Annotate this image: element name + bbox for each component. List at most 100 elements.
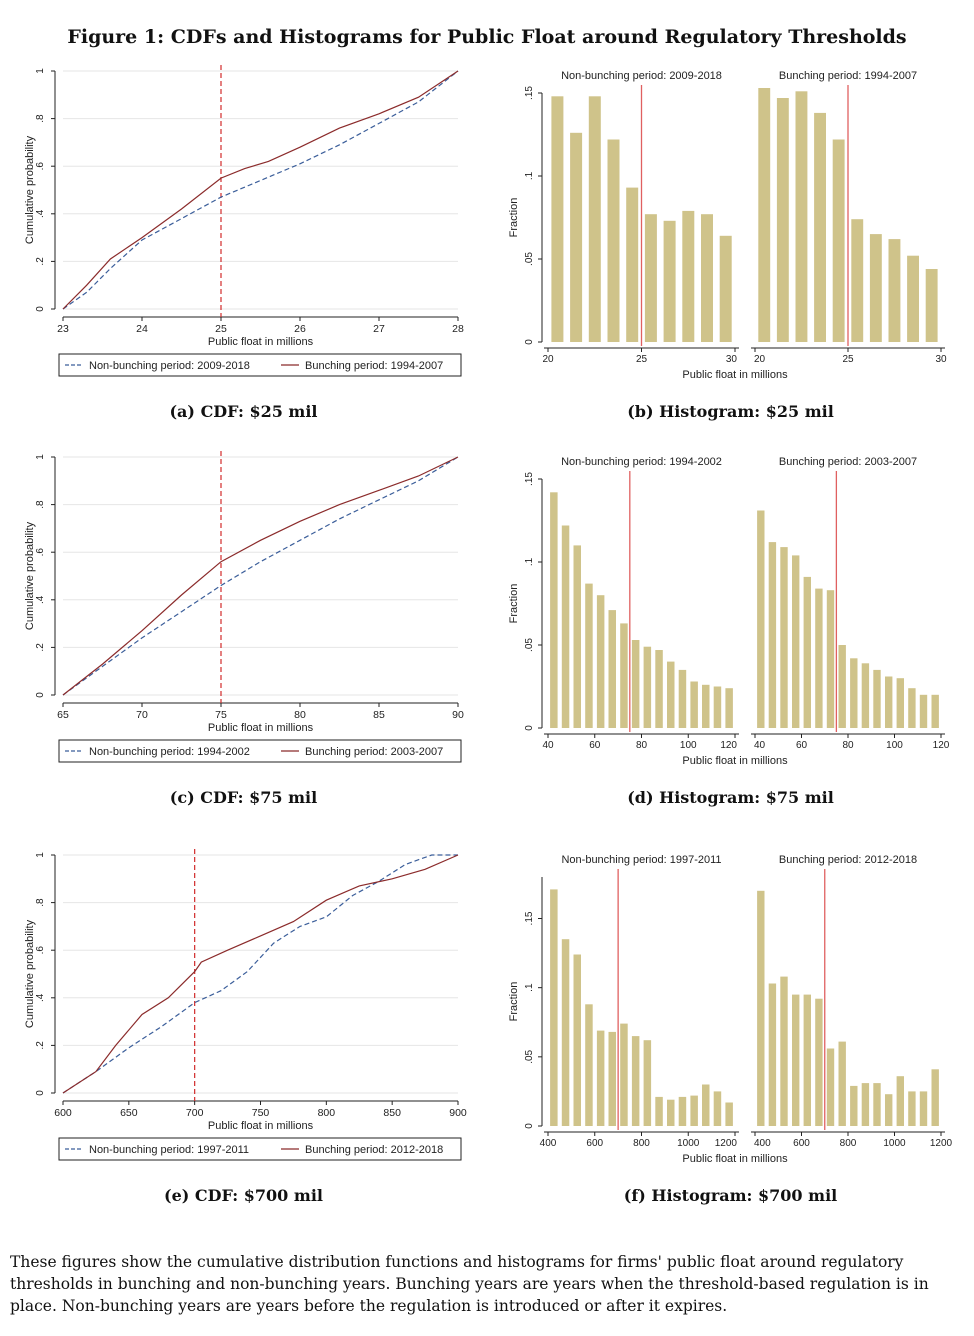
- histogram-bar: [885, 1094, 893, 1126]
- legend-label: Bunching period: 1994-2007: [305, 360, 443, 372]
- histogram-bar: [851, 219, 864, 342]
- histogram-bar: [573, 545, 581, 728]
- legend: Non-bunching period: 2009-2018 Bunching p…: [58, 353, 462, 377]
- x-tick-label: 1200: [930, 1138, 953, 1149]
- histogram-bar: [631, 1036, 640, 1126]
- y-tick-label: .2: [35, 643, 46, 652]
- histogram-bar: [795, 91, 808, 342]
- histogram-bar: [643, 646, 652, 728]
- legend-box: [58, 353, 462, 377]
- x-axis-label: Public float in millions: [682, 755, 788, 767]
- x-tick-label: 850: [383, 1107, 401, 1119]
- y-tick-label: .2: [35, 1041, 46, 1050]
- histogram-bar: [701, 214, 713, 342]
- histogram-bar: [919, 694, 928, 728]
- y-tick-label: 1: [35, 454, 46, 460]
- histogram-panel-nonbunching: Non-bunching period: 1997-2011 400 600 800 1…: [540, 854, 739, 1149]
- x-tick-label: 400: [540, 1138, 557, 1149]
- histogram-bar: [713, 686, 722, 728]
- histogram-bar: [585, 1004, 593, 1126]
- caption-b: (b) Histogram: $25 mil: [627, 402, 834, 421]
- histogram-bar: [561, 525, 570, 728]
- x-tick-label: 90: [452, 709, 464, 721]
- y-tick-label: .4: [35, 209, 46, 218]
- figure-note: These figures show the cumulative distri…: [10, 1253, 929, 1315]
- histogram-bar: [869, 234, 882, 342]
- y-axis-label: Cumulative probability: [24, 521, 36, 630]
- histogram-bar: [588, 96, 601, 342]
- y-tick-label: 1: [35, 852, 46, 858]
- histogram-bar: [678, 1096, 687, 1126]
- cdf-chart-25: 0 .2 .4 .6 .8 1 23 24 25 26 27 28 Public float in mi…: [24, 65, 464, 377]
- histogram-bar: [931, 1069, 939, 1126]
- x-tick-label: 600: [793, 1138, 810, 1149]
- cdf-chart-700: 0 .2 .4 .6 .8 1 600 650 700 750 800 850 900 Public fl…: [24, 849, 467, 1161]
- x-tick-label: 20: [542, 354, 554, 365]
- histogram-bar: [826, 1048, 835, 1126]
- x-tick-label: 26: [294, 323, 306, 335]
- x-tick-label: 120: [933, 740, 950, 751]
- histogram-bar: [908, 1091, 916, 1126]
- histogram-panel-bunching: Bunching period: 2012-2018 400 600 800 1000 1…: [751, 854, 953, 1149]
- caption-f: (f) Histogram: $700 mil: [623, 1186, 838, 1205]
- y-tick-label: .8: [35, 114, 46, 123]
- x-tick-label: 28: [452, 323, 464, 335]
- histogram-panel-bunching: Bunching period: 2003-2007 40 60 80 100 120: [751, 456, 950, 751]
- histogram-bar: [607, 139, 620, 342]
- histogram-bar: [838, 1041, 846, 1126]
- histogram-bar: [792, 994, 800, 1126]
- y-tick-label: .4: [35, 993, 46, 1002]
- histogram-bar: [655, 650, 663, 728]
- x-tick-label: 40: [542, 740, 554, 751]
- histogram-bar: [873, 669, 881, 728]
- x-tick-label: 1000: [677, 1138, 700, 1149]
- histogram-bar: [596, 595, 605, 728]
- y-tick-label: .6: [35, 946, 46, 955]
- y-tick-label: 0: [524, 339, 535, 345]
- y-tick-label: .15: [524, 472, 535, 486]
- histogram-bar: [896, 1076, 904, 1126]
- histogram-bar: [725, 688, 733, 728]
- legend-box: [58, 1137, 462, 1161]
- x-tick-label: 1200: [715, 1138, 738, 1149]
- y-tick-label: 0: [35, 306, 46, 312]
- histogram-bar: [551, 96, 564, 342]
- histogram-bar: [888, 239, 901, 342]
- histogram-bar: [573, 954, 581, 1126]
- histogram-bar: [919, 1091, 928, 1126]
- x-tick-label: 400: [754, 1138, 771, 1149]
- histogram-bar: [896, 678, 904, 728]
- histogram-bar: [596, 1030, 605, 1126]
- panel-title: Bunching period: 2012-2018: [779, 854, 917, 866]
- x-tick-label: 23: [57, 323, 69, 335]
- x-tick-label: 85: [373, 709, 385, 721]
- histogram-bar: [861, 1083, 870, 1126]
- y-axis-label: Fraction: [508, 584, 520, 624]
- histogram-bar: [815, 588, 823, 728]
- panel-title: Non-bunching period: 1997-2011: [561, 854, 721, 866]
- histogram-bar: [561, 939, 570, 1126]
- x-tick-label: 25: [842, 354, 854, 365]
- histogram-bar: [815, 998, 823, 1126]
- cdf-line-bunching: [62, 854, 459, 1094]
- x-axis-label: Public float in millions: [208, 1120, 314, 1132]
- y-axis-label: Cumulative probability: [24, 135, 36, 244]
- histogram-bar: [678, 669, 687, 728]
- legend: Non-bunching period: 1994-2002 Bunching p…: [58, 739, 462, 763]
- x-tick-label: 100: [886, 740, 903, 751]
- x-tick-label: 24: [136, 323, 148, 335]
- histogram-bar: [826, 590, 835, 728]
- histogram-bar: [608, 1031, 616, 1126]
- y-tick-label: .15: [524, 911, 535, 925]
- cdf-line-nonbunching: [62, 854, 458, 1094]
- histogram-panel-nonbunching: Non-bunching period: 2009-2018 20 25 30: [542, 70, 739, 365]
- y-tick-label: 0: [35, 1090, 46, 1096]
- histogram-bar: [792, 555, 800, 728]
- histogram-bar: [570, 132, 583, 342]
- y-tick-label: .2: [35, 257, 46, 266]
- cdf-line-bunching: [62, 70, 459, 310]
- histogram-bar: [663, 220, 676, 342]
- histogram-bar: [655, 1096, 663, 1126]
- x-tick-label: 100: [680, 740, 697, 751]
